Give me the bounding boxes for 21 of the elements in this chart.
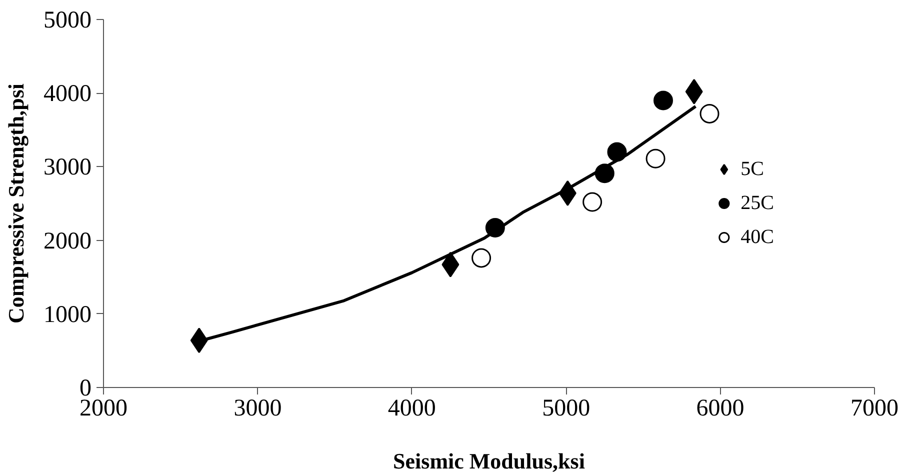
y-axis-title: Compressive Strength,psi [4,84,28,324]
point [646,148,666,168]
legend-label: 40C [740,226,774,248]
x-tick-label: 4000 [388,396,436,422]
x-tick-label: 5000 [542,396,590,422]
point [700,104,720,124]
legend-label: 5C [740,158,764,180]
x-tick-label: 2000 [80,396,128,422]
y-tick-label: 3000 [44,154,92,181]
y-tick-label: 1000 [44,302,92,328]
point [582,192,602,212]
y-tick-label: 4000 [44,81,92,108]
x-tick-label: 7000 [850,396,898,422]
point [653,90,673,110]
legend-label: 25C [740,192,774,214]
y-tick-label: 2000 [44,228,92,254]
x-tick-label: 6000 [696,396,744,422]
y-tick-label: 5000 [44,8,92,34]
point [472,248,492,268]
x-axis-title: Seismic Modulus,ksi [393,448,585,474]
x-tick-label: 3000 [234,396,282,422]
